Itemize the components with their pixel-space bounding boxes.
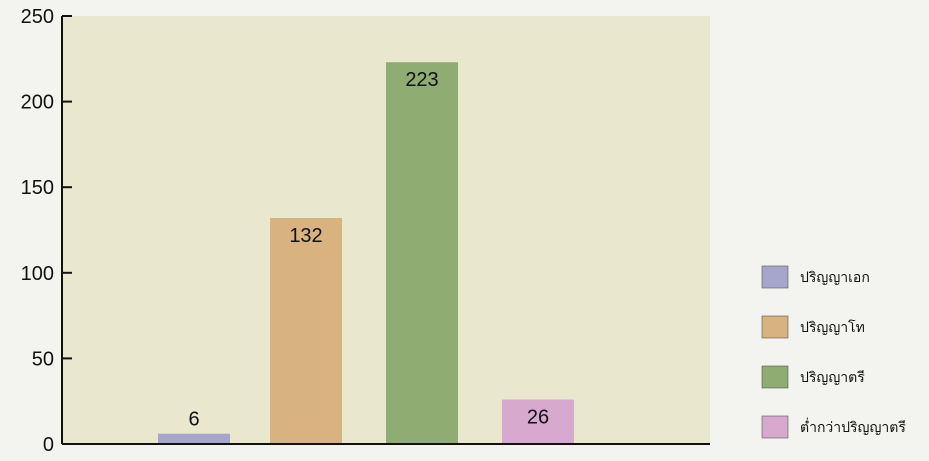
bar-3 <box>386 62 458 444</box>
data-label-3: 223 <box>405 69 438 91</box>
y-tick-label: 250 <box>21 6 54 28</box>
y-tick-label: 0 <box>43 434 54 456</box>
legend-swatch-2 <box>761 315 789 339</box>
y-tick-label: 150 <box>21 177 54 199</box>
data-labels: 6 132 223 26 <box>188 69 549 431</box>
data-label-4: 26 <box>527 406 549 428</box>
y-tick-label: 50 <box>32 348 54 370</box>
y-axis: 0 50 100 150 200 250 <box>21 6 710 456</box>
legend-swatch-4 <box>761 415 789 439</box>
y-tick-label: 100 <box>21 263 54 285</box>
legend: ปริญญาเอกปริญญาโทปริญญาตรีต่ำกว่าปริญญาต… <box>761 265 906 439</box>
bar-2 <box>270 218 342 444</box>
legend-label-4: ต่ำกว่าปริญญาตรี <box>800 418 906 435</box>
legend-swatch-1 <box>761 265 789 289</box>
bar-1 <box>158 433 230 444</box>
legend-label-2: ปริญญาโท <box>800 319 865 335</box>
bar-4 <box>502 399 574 444</box>
data-label-1: 6 <box>188 409 199 431</box>
legend-label-3: ปริญญาตรี <box>800 369 865 385</box>
bars <box>158 62 574 444</box>
y-tick-label: 200 <box>21 92 54 114</box>
legend-label-1: ปริญญาเอก <box>800 269 870 285</box>
data-label-2: 132 <box>289 225 322 247</box>
legend-swatch-3 <box>761 365 789 389</box>
